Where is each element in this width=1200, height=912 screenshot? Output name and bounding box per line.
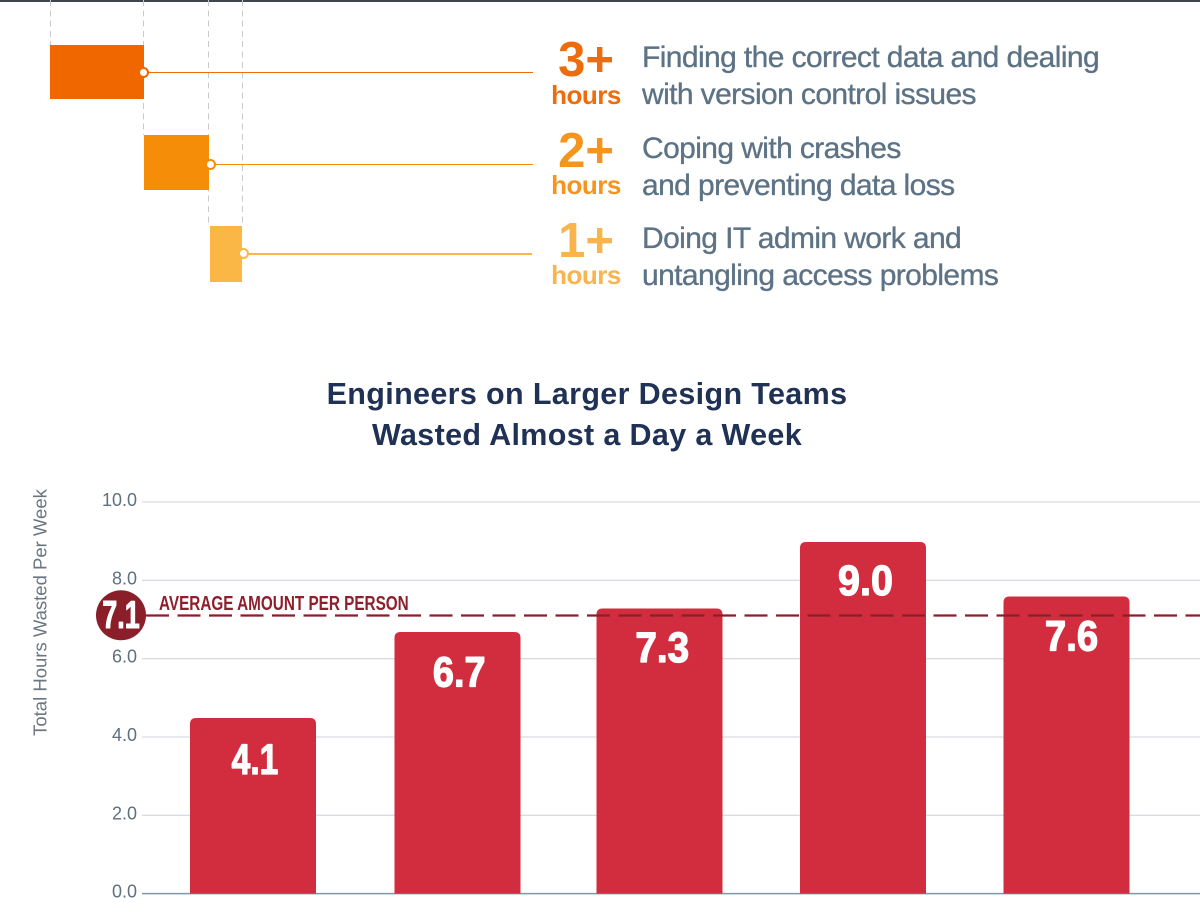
- svg-text:0.0: 0.0: [112, 882, 137, 902]
- svg-text:AVERAGE AMOUNT PER PERSON: AVERAGE AMOUNT PER PERSON: [159, 592, 409, 615]
- svg-text:9.0: 9.0: [838, 557, 893, 605]
- svg-text:7.1: 7.1: [102, 594, 139, 637]
- svg-text:2.0: 2.0: [112, 803, 137, 823]
- svg-text:7.3: 7.3: [635, 623, 689, 671]
- svg-text:8.0: 8.0: [112, 568, 137, 588]
- svg-text:10.0: 10.0: [102, 490, 137, 510]
- svg-text:7.6: 7.6: [1045, 611, 1098, 659]
- svg-text:4.0: 4.0: [112, 725, 137, 745]
- svg-text:6.0: 6.0: [112, 647, 137, 667]
- svg-text:4.1: 4.1: [232, 736, 279, 784]
- svg-text:6.7: 6.7: [433, 649, 486, 697]
- svg-text:Total Hours Wasted Per Week: Total Hours Wasted Per Week: [30, 488, 51, 736]
